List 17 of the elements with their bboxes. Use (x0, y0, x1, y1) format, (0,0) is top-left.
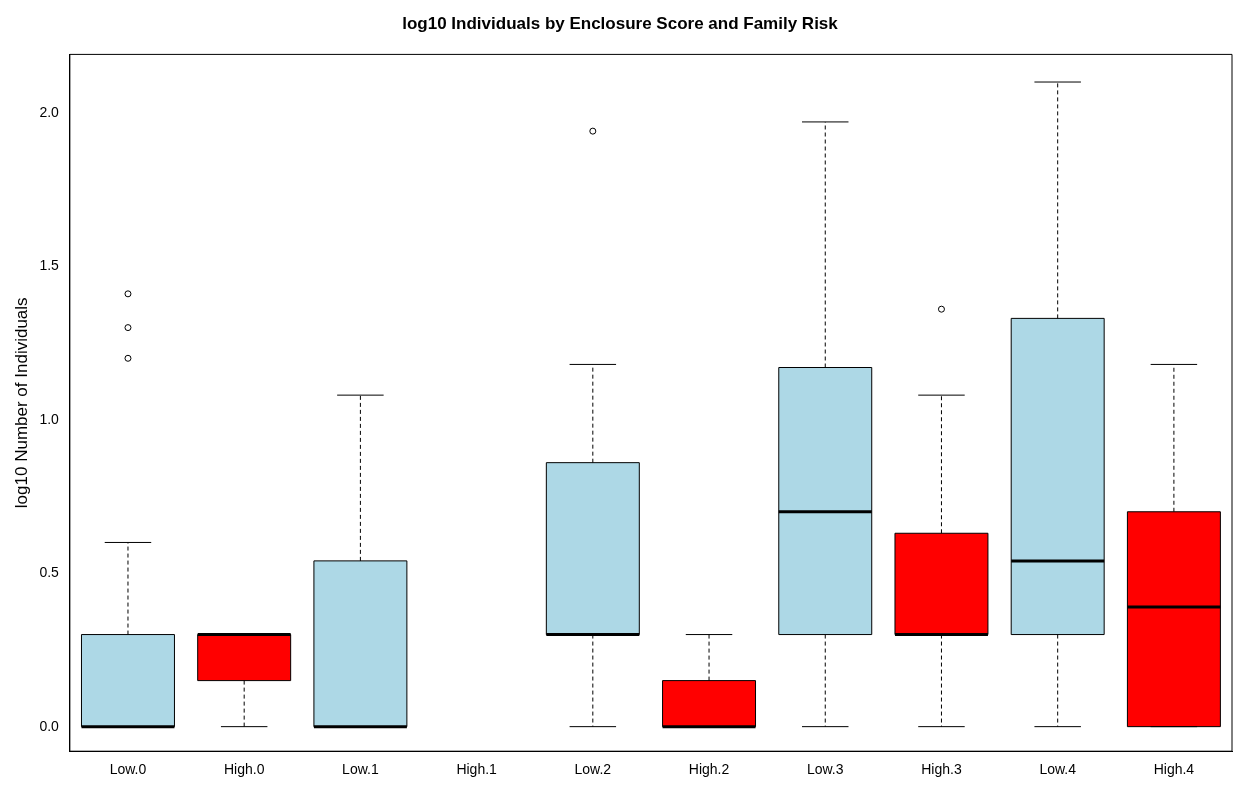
x-tick-label: High.0 (223, 761, 265, 778)
y-tick-label: 0.0 (39, 717, 60, 734)
x-tick-label: Low.3 (806, 761, 844, 778)
x-tick-label: Low.2 (574, 761, 612, 778)
y-axis-title: log10 Number of Individuals (11, 297, 31, 509)
x-tick-label: High.3 (921, 761, 962, 778)
x-tick-label: Low.1 (342, 761, 379, 778)
y-tick-label: 2.0 (39, 103, 60, 120)
x-tick-label: High.4 (1153, 761, 1195, 778)
x-tick-label: High.1 (456, 761, 498, 778)
chart-title: log10 Individuals by Enclosure Score and Family Risk (402, 13, 839, 33)
x-tick-label: Low.0 (109, 761, 147, 778)
y-tick-label: 1.0 (39, 410, 60, 427)
x-tick-label: High.2 (688, 761, 730, 778)
y-tick-label: 0.5 (39, 564, 60, 581)
y-tick-label: 1.5 (39, 257, 60, 274)
x-tick-label: Low.4 (1039, 761, 1077, 778)
